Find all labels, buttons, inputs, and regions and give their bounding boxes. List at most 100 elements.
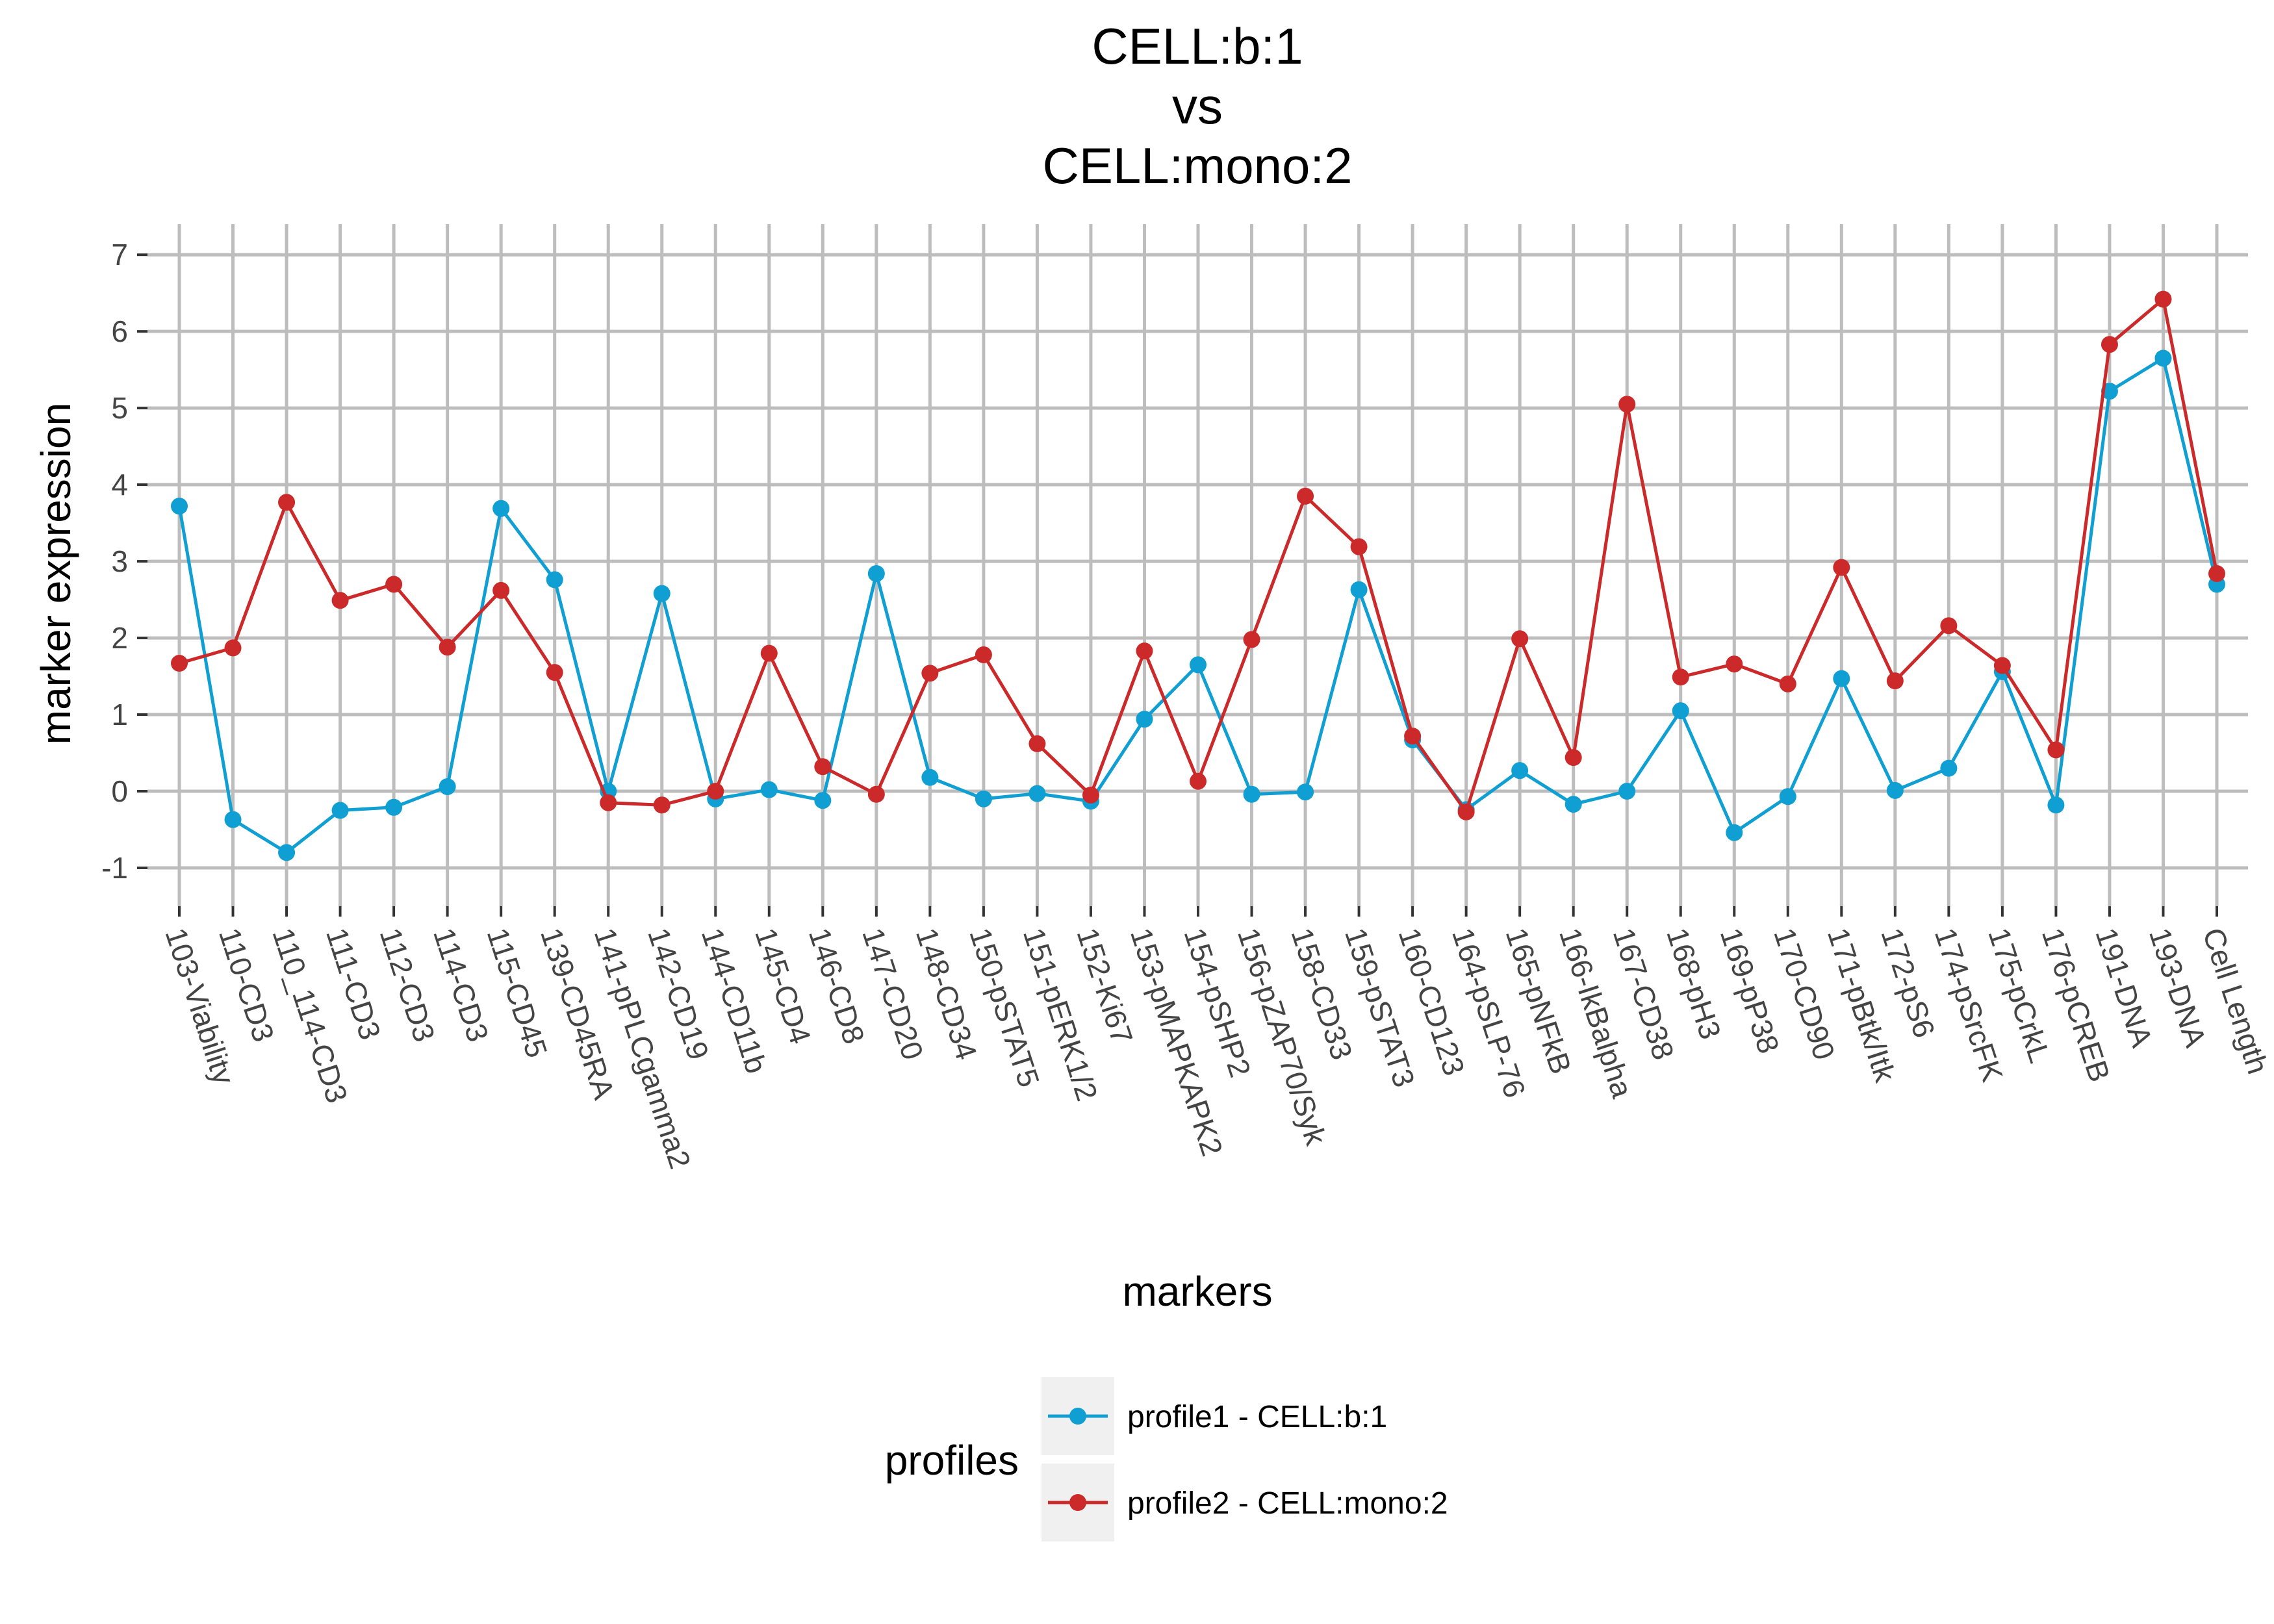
data-point — [975, 646, 992, 664]
data-point — [1779, 675, 1796, 692]
data-point — [2208, 565, 2225, 582]
data-point — [1136, 642, 1153, 660]
data-point — [1190, 772, 1207, 790]
title-line-3: CELL:mono:2 — [1043, 137, 1353, 194]
data-point — [331, 802, 349, 819]
x-axis-label: markers — [1122, 1268, 1272, 1315]
data-point — [171, 498, 188, 515]
y-tick-label: 3 — [111, 544, 128, 578]
data-point — [1940, 759, 1958, 777]
legend-key-point — [1069, 1494, 1086, 1511]
data-point — [1511, 630, 1529, 648]
y-axis: -1 0 1 2 3 4 5 6 7 — [101, 238, 147, 885]
data-point — [921, 768, 939, 786]
data-point — [1511, 762, 1529, 780]
data-point — [1243, 785, 1260, 803]
data-point — [653, 585, 671, 602]
data-point — [1565, 749, 1582, 767]
data-point — [867, 565, 885, 582]
y-tick-label: 4 — [111, 468, 128, 501]
data-point — [2047, 741, 2065, 759]
data-point — [492, 581, 510, 599]
data-point — [1672, 668, 1689, 686]
data-point — [600, 794, 617, 811]
data-point — [385, 798, 403, 816]
data-point — [492, 500, 510, 517]
data-point — [171, 655, 188, 672]
data-point — [439, 778, 456, 795]
data-point — [760, 644, 778, 662]
data-point — [1190, 656, 1207, 674]
data-point — [439, 639, 456, 656]
data-point — [278, 494, 296, 511]
data-point — [1672, 702, 1689, 720]
y-tick-label: 0 — [111, 774, 128, 808]
data-point — [1404, 728, 1422, 745]
y-tick-label: -1 — [101, 851, 128, 885]
data-point — [1726, 824, 1743, 841]
series-layer — [171, 290, 2225, 861]
legend-title: profiles — [885, 1437, 1019, 1484]
y-tick-label: 7 — [111, 238, 128, 272]
data-point — [1297, 487, 1314, 505]
y-tick-label: 2 — [111, 621, 128, 655]
grid — [147, 224, 2248, 906]
data-point — [546, 571, 563, 589]
data-point — [546, 664, 563, 681]
data-point — [1993, 657, 2011, 674]
legend: profiles profile1 - CELL:b:1 profile2 - C… — [885, 1377, 1448, 1542]
data-point — [2154, 349, 2172, 367]
data-point — [1297, 783, 1314, 801]
legend-item-1: profile1 - CELL:b:1 — [1041, 1377, 1387, 1455]
y-tick-label: 5 — [111, 391, 128, 425]
data-point — [760, 781, 778, 798]
data-point — [1082, 786, 1099, 804]
data-point — [1618, 783, 1636, 800]
data-point — [1779, 788, 1796, 806]
data-point — [1457, 803, 1475, 820]
y-axis-label: marker expression — [32, 403, 79, 744]
y-tick-label: 1 — [111, 698, 128, 731]
data-point — [814, 792, 832, 809]
data-point — [1136, 711, 1153, 728]
data-point — [224, 811, 242, 828]
data-point — [1833, 559, 1850, 576]
data-point — [921, 665, 939, 682]
data-point — [1350, 538, 1368, 555]
data-point — [1726, 655, 1743, 673]
data-point — [867, 785, 885, 803]
data-point — [2101, 336, 2118, 353]
data-point — [2047, 796, 2065, 814]
legend-item-2: profile2 - CELL:mono:2 — [1041, 1464, 1448, 1542]
data-point — [1833, 670, 1850, 687]
data-point — [975, 790, 992, 807]
data-point — [1028, 735, 1046, 752]
data-point — [1243, 631, 1260, 648]
data-point — [814, 758, 832, 776]
data-point — [224, 639, 242, 657]
data-point — [278, 844, 296, 861]
x-tick-label: Cell Length — [2196, 924, 2274, 1078]
legend-label: profile2 - CELL:mono:2 — [1127, 1486, 1448, 1521]
data-point — [1565, 796, 1582, 813]
series-2 — [171, 290, 2225, 820]
data-point — [1028, 785, 1046, 802]
data-point — [1886, 672, 1904, 690]
y-tick-label: 6 — [111, 314, 128, 348]
data-point — [331, 592, 349, 609]
title-line-1: CELL:b:1 — [1092, 18, 1303, 75]
data-point — [653, 796, 671, 814]
data-point — [1350, 581, 1368, 598]
data-point — [1618, 396, 1636, 413]
data-point — [707, 783, 724, 800]
data-point — [1886, 781, 1904, 799]
title-line-2: vs — [1172, 77, 1223, 134]
legend-key-point — [1069, 1408, 1086, 1425]
x-axis: 103-Viability110-CD3110_114-CD3111-CD311… — [159, 906, 2274, 1173]
data-point — [2154, 290, 2172, 308]
data-point — [385, 576, 403, 593]
data-point — [1940, 617, 1958, 635]
legend-label: profile1 - CELL:b:1 — [1127, 1400, 1387, 1434]
